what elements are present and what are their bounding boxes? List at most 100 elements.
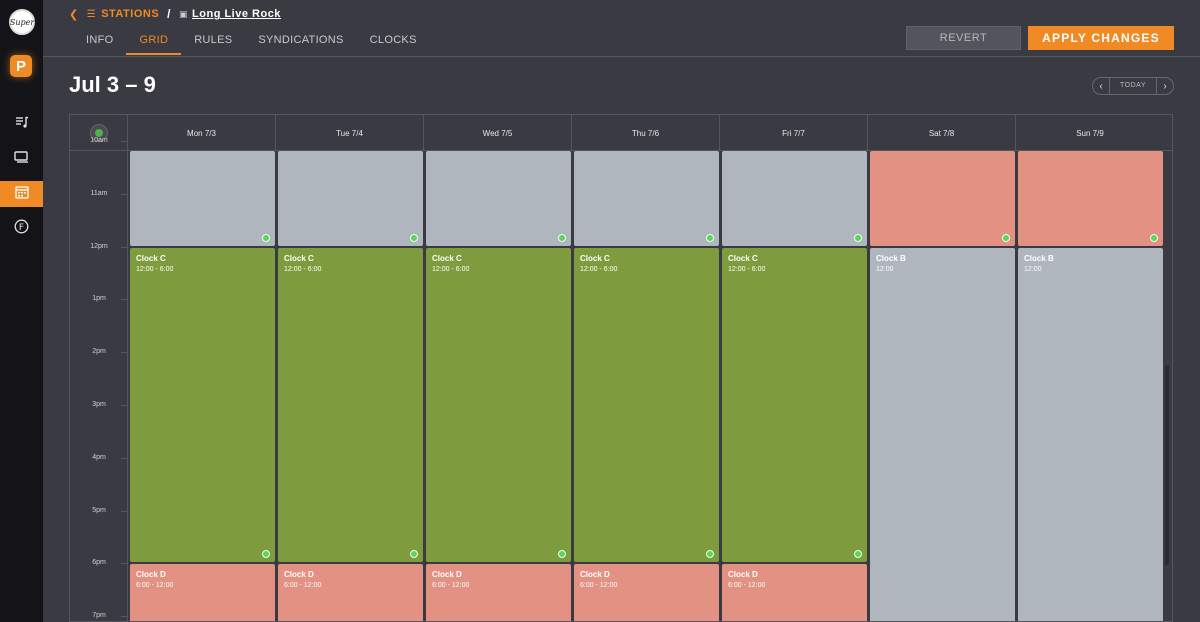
clock-title: Clock C bbox=[432, 253, 462, 263]
grid-header: Mon 7/3 Tue 7/4 Wed 7/5 Thu 7/6 Fri 7/7 … bbox=[70, 115, 1172, 151]
clock-title: Clock B bbox=[1024, 253, 1054, 263]
time-label: 2pm bbox=[92, 348, 106, 356]
clock-time: 6:00 - 12:00 bbox=[136, 582, 174, 590]
clock-title: Clock D bbox=[580, 570, 610, 580]
clock-block[interactable]: Clock D 6:00 - 12:00 bbox=[722, 564, 867, 621]
week-pager: ‹ TODAY › bbox=[1092, 77, 1174, 95]
clock-time: 6:00 - 12:00 bbox=[432, 582, 470, 590]
day-header: Thu 7/6 bbox=[572, 115, 720, 151]
music-icon bbox=[15, 115, 29, 134]
hour-tick bbox=[121, 510, 127, 512]
clock-block[interactable]: Clock C 12:00 - 6:00 bbox=[574, 247, 719, 563]
status-dot bbox=[410, 550, 418, 559]
clock-block[interactable]: Clock C 12:00 - 6:00 bbox=[426, 247, 571, 563]
clock-block[interactable]: Clock D 6:00 - 12:00 bbox=[278, 564, 423, 621]
tab-bar: INFO GRID RULES SYNDICATIONS CLOCKS bbox=[73, 30, 430, 55]
breadcrumb-separator: / bbox=[167, 7, 172, 21]
clock-time: 12:00 - 6:00 bbox=[284, 265, 322, 273]
hour-tick bbox=[121, 457, 127, 459]
clock-title: Clock C bbox=[728, 253, 758, 263]
tab-rules[interactable]: RULES bbox=[194, 34, 233, 46]
svg-text:F: F bbox=[19, 223, 24, 233]
clock-title: Clock C bbox=[136, 253, 166, 263]
clock-title: Clock B bbox=[876, 253, 906, 263]
schedule-nav[interactable] bbox=[0, 181, 43, 207]
revert-button[interactable]: REVERT bbox=[906, 26, 1021, 50]
tab-syndications[interactable]: SYNDICATIONS bbox=[258, 34, 344, 46]
status-dot bbox=[262, 550, 270, 559]
clock-title: Clock D bbox=[432, 570, 462, 580]
status-dot bbox=[558, 233, 566, 242]
clock-block[interactable] bbox=[870, 151, 1015, 246]
time-label: 1pm bbox=[92, 295, 106, 303]
app-logo[interactable]: P bbox=[10, 55, 32, 77]
clock-title: Clock D bbox=[136, 570, 166, 580]
clock-block[interactable]: Clock C 12:00 - 6:00 bbox=[722, 247, 867, 563]
clock-block[interactable] bbox=[278, 151, 423, 246]
day-header: Sat 7/8 bbox=[868, 115, 1016, 151]
clock-title: Clock C bbox=[284, 253, 314, 263]
status-dot bbox=[558, 550, 566, 559]
clock-block[interactable]: Clock B 12:00 bbox=[870, 247, 1015, 621]
tab-info[interactable]: INFO bbox=[86, 34, 114, 46]
clock-block[interactable]: Clock D 6:00 - 12:00 bbox=[574, 564, 719, 621]
day-header: Sun 7/9 bbox=[1076, 128, 1104, 138]
music-library-nav[interactable] bbox=[0, 111, 43, 137]
apply-changes-button[interactable]: APPLY CHANGES bbox=[1028, 26, 1174, 50]
clock-block[interactable]: Clock C 12:00 - 6:00 bbox=[130, 247, 275, 563]
status-dot bbox=[262, 233, 270, 242]
clock-time: 6:00 - 12:00 bbox=[580, 582, 618, 590]
status-dot bbox=[706, 550, 714, 559]
clock-title: Clock C bbox=[580, 253, 610, 263]
day-header: Wed 7/5 bbox=[424, 115, 572, 151]
status-dot bbox=[1150, 233, 1158, 242]
status-dot bbox=[854, 550, 862, 559]
clock-time: 12:00 bbox=[876, 265, 894, 273]
day-header: Tue 7/4 bbox=[276, 115, 424, 151]
super-logo[interactable]: Super bbox=[9, 9, 35, 35]
clock-block[interactable] bbox=[574, 151, 719, 246]
status-dot bbox=[1002, 233, 1010, 242]
calendar-icon bbox=[14, 185, 29, 204]
clock-icon[interactable] bbox=[89, 124, 108, 142]
breadcrumb-stations[interactable]: STATIONS bbox=[101, 8, 160, 20]
grid-scrollbar[interactable] bbox=[1165, 365, 1169, 565]
clock-block[interactable] bbox=[130, 151, 275, 246]
chevron-left-icon[interactable]: ‹ bbox=[1099, 80, 1103, 92]
breadcrumb-station[interactable]: Long Live Rock bbox=[192, 8, 281, 20]
hour-tick bbox=[121, 246, 127, 248]
f-icon: F bbox=[14, 219, 29, 239]
week-title: Jul 3 – 9 bbox=[69, 72, 156, 97]
clock-block[interactable]: Clock D 6:00 - 12:00 bbox=[426, 564, 571, 621]
clock-block[interactable]: Clock B 12:00 bbox=[1018, 247, 1163, 621]
time-label: 5pm bbox=[92, 506, 106, 514]
menu-icon: ☰ bbox=[86, 8, 97, 20]
tab-grid[interactable]: GRID bbox=[126, 30, 182, 55]
chevron-left-icon[interactable]: ❮ bbox=[69, 8, 79, 21]
hour-tick bbox=[121, 352, 127, 354]
time-label: 3pm bbox=[92, 401, 106, 408]
tab-clocks[interactable]: CLOCKS bbox=[369, 34, 417, 46]
time-column: 10am 11am 12pm 1pm 2pm 3pm 4pm 5pm 6pm 7pm bbox=[70, 137, 128, 621]
left-rail: Super P F bbox=[0, 0, 43, 622]
clock-time: 12:00 - 6:00 bbox=[728, 265, 766, 273]
header: ❮ ☰ STATIONS / ▣ Long Live Rock INFO GRI… bbox=[43, 0, 1200, 57]
f-nav[interactable]: F bbox=[0, 216, 43, 242]
clock-block[interactable]: Clock D 6:00 - 12:00 bbox=[130, 564, 275, 621]
clock-block[interactable] bbox=[426, 151, 571, 246]
media-nav[interactable] bbox=[0, 146, 43, 172]
clock-block[interactable]: Clock C 12:00 - 6:00 bbox=[278, 247, 423, 563]
clock-block[interactable] bbox=[722, 151, 867, 246]
clock-block[interactable] bbox=[1018, 151, 1163, 246]
status-dot bbox=[854, 233, 862, 242]
schedule-grid: Mon 7/3 Tue 7/4 Wed 7/5 Thu 7/6 Fri 7/7 … bbox=[69, 114, 1173, 622]
clock-title: Clock D bbox=[284, 570, 314, 580]
time-label: 6pm bbox=[92, 559, 106, 567]
chevron-right-icon[interactable]: › bbox=[1163, 80, 1167, 92]
status-dot bbox=[706, 233, 714, 242]
day-header: Fri 7/7 bbox=[720, 115, 868, 151]
grid-body: 10am 11am 12pm 1pm 2pm 3pm 4pm 5pm 6pm 7pm Clock … bbox=[70, 137, 1172, 621]
time-label: 10am bbox=[90, 137, 108, 144]
today-button[interactable]: TODAY bbox=[1109, 78, 1157, 94]
status-dot bbox=[410, 233, 418, 242]
